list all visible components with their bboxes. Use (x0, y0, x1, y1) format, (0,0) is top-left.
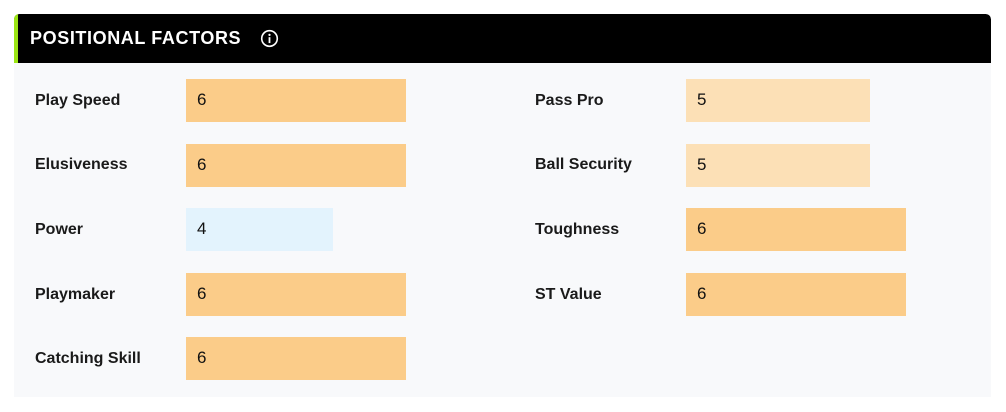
factor-bar: 6 (186, 144, 406, 187)
factor-label: Pass Pro (535, 92, 604, 109)
header-accent-bar (14, 14, 18, 63)
factor-bar: 6 (686, 273, 906, 316)
factor-label: Ball Security (535, 156, 632, 173)
factor-value: 6 (197, 348, 207, 367)
factor-value: 6 (697, 219, 707, 238)
factor-label: Elusiveness (35, 156, 128, 173)
factor-label: Toughness (535, 221, 620, 238)
positional-factors-panel: POSITIONAL FACTORS Play Speed 6 Elusiven… (14, 14, 991, 397)
factor-bar: 5 (686, 79, 870, 122)
factor-value: 6 (197, 155, 207, 174)
factor-value: 6 (697, 284, 707, 303)
panel-title: POSITIONAL FACTORS (30, 28, 242, 48)
factor-label: Playmaker (35, 286, 116, 303)
factor-bar: 5 (686, 144, 870, 187)
factor-bar: 6 (686, 208, 906, 251)
factor-value: 6 (197, 284, 207, 303)
panel-header: POSITIONAL FACTORS (14, 14, 991, 63)
factor-value: 4 (197, 219, 207, 238)
factor-label: ST Value (535, 286, 602, 303)
factor-bar: 6 (186, 337, 406, 380)
factor-value: 5 (697, 155, 707, 174)
factor-label: Play Speed (35, 92, 121, 109)
factor-label: Power (35, 221, 84, 238)
factor-bar: 4 (186, 208, 333, 251)
factor-value: 5 (697, 90, 707, 109)
factor-bar: 6 (186, 79, 406, 122)
factor-value: 6 (197, 90, 207, 109)
factor-label: Catching Skill (35, 350, 141, 367)
factor-bar: 6 (186, 273, 406, 316)
info-circle-icon[interactable] (260, 29, 279, 48)
